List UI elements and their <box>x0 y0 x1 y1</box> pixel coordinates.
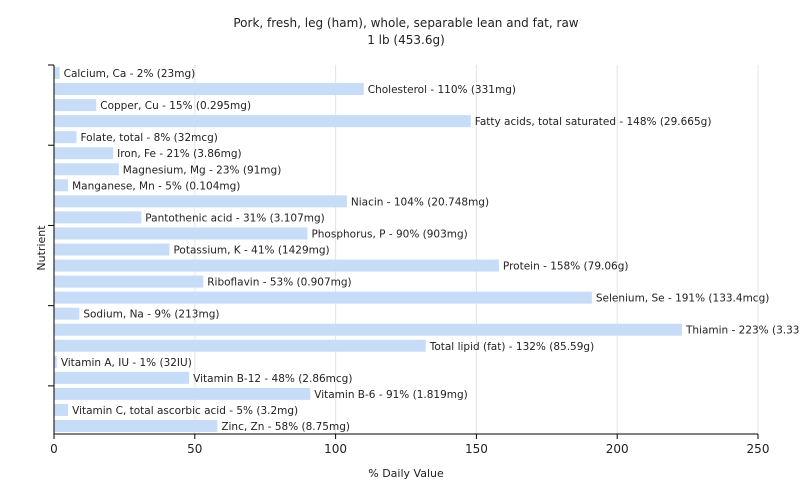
bar <box>54 147 114 160</box>
x-tick-label: 200 <box>606 442 629 456</box>
bar <box>54 291 592 304</box>
bar <box>54 339 426 352</box>
bar-labels: Calcium, Ca - 2% (23mg) Cholesterol - 110… <box>61 68 800 433</box>
bar <box>54 387 311 400</box>
bar-label: Protein - 158% (79.06g) <box>503 261 629 273</box>
chart-title: Pork, fresh, leg (ham), whole, separable… <box>233 16 578 30</box>
bar <box>54 83 364 96</box>
bar-label: Pantothenic acid - 31% (3.107mg) <box>145 212 324 224</box>
bar <box>54 99 97 112</box>
axes: 0 50 100 150 200 250 <box>48 64 770 456</box>
x-tick-label: 0 <box>50 442 58 456</box>
bar <box>54 355 57 368</box>
bar <box>54 419 218 432</box>
bar <box>54 195 347 208</box>
x-tick-label: 150 <box>465 442 488 456</box>
bar-label: Selenium, Se - 191% (133.4mcg) <box>596 293 770 305</box>
chart-subtitle: 1 lb (453.6g) <box>367 33 445 47</box>
bar-label: Magnesium, Mg - 23% (91mg) <box>123 164 282 176</box>
bar-label: Manganese, Mn - 5% (0.104mg) <box>72 180 240 192</box>
bar-label: Sodium, Na - 9% (213mg) <box>83 309 219 321</box>
bar <box>54 371 190 384</box>
x-axis-label: % Daily Value <box>368 467 444 480</box>
x-tick-label: 100 <box>324 442 347 456</box>
y-axis-label: Nutrient <box>35 225 48 271</box>
bar <box>54 115 471 128</box>
bar-label: Total lipid (fat) - 132% (85.59g) <box>429 341 594 353</box>
x-tick-label: 250 <box>747 442 770 456</box>
bar <box>54 179 69 192</box>
bar-label: Fatty acids, total saturated - 148% (29.… <box>475 116 712 128</box>
bar <box>54 323 682 336</box>
x-tick-label: 50 <box>187 442 202 456</box>
bar-label: Vitamin C, total ascorbic acid - 5% (3.2… <box>72 405 298 417</box>
bar <box>54 275 204 288</box>
bar <box>54 307 80 320</box>
bar-label: Potassium, K - 41% (1429mg) <box>173 245 329 257</box>
bar <box>54 259 499 272</box>
bar <box>54 131 77 144</box>
bar-label: Phosphorus, P - 90% (903mg) <box>311 228 467 240</box>
bar-label: Cholesterol - 110% (331mg) <box>368 84 516 96</box>
bar <box>54 211 142 224</box>
bar <box>54 227 308 240</box>
bar-label: Vitamin B-12 - 48% (2.86mcg) <box>193 373 352 385</box>
bar-label: Vitamin B-6 - 91% (1.819mg) <box>314 389 468 401</box>
bar <box>54 403 69 416</box>
bar <box>54 163 119 176</box>
bar <box>54 243 170 256</box>
bar-label: Folate, total - 8% (32mcg) <box>81 132 218 144</box>
bar-label: Niacin - 104% (20.748mg) <box>351 196 489 208</box>
bar-label: Riboflavin - 53% (0.907mg) <box>207 277 351 289</box>
bar-label: Iron, Fe - 21% (3.86mg) <box>117 148 241 160</box>
bar-label: Vitamin A, IU - 1% (32IU) <box>61 357 192 369</box>
bar-label: Thiamin - 223% (3.338mg) <box>685 325 800 337</box>
bar <box>54 67 60 80</box>
bar-series <box>54 67 682 432</box>
bar-label: Copper, Cu - 15% (0.295mg) <box>100 100 251 112</box>
bar-label: Calcium, Ca - 2% (23mg) <box>64 68 196 80</box>
bar-label: Zinc, Zn - 58% (8.75mg) <box>221 421 350 433</box>
